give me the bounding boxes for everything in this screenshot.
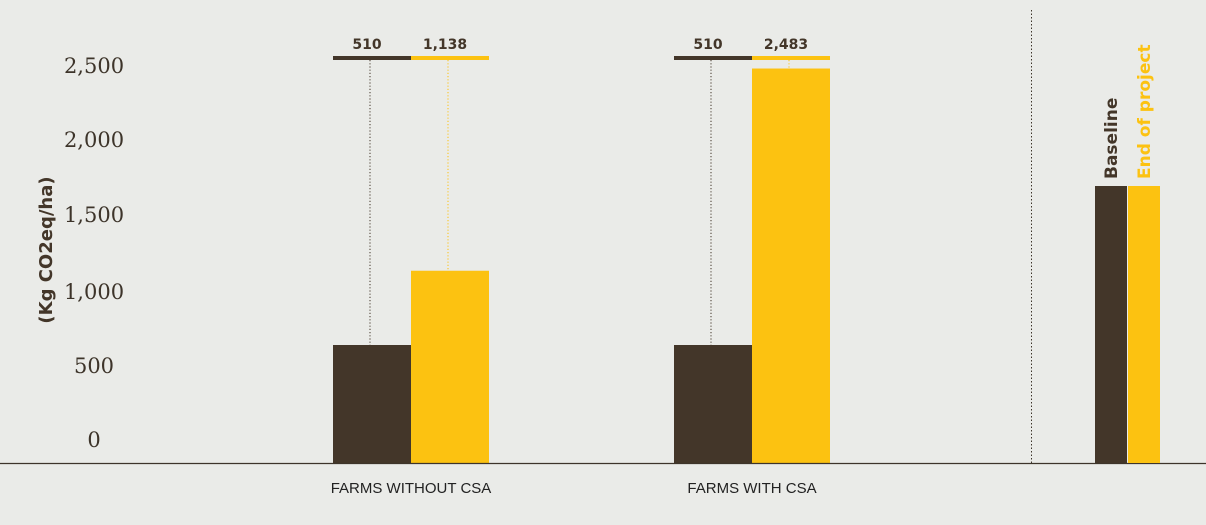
y-axis-ticks: 0 500 1,000 1,500 2,000 2,500 — [64, 54, 124, 452]
y-tick-label: 1,500 — [64, 203, 124, 227]
legend-swatch — [1095, 186, 1127, 463]
value-label: 510 — [693, 37, 722, 53]
y-axis-label: (Kg CO2eq/ha) — [36, 176, 57, 323]
bar-cap — [411, 56, 489, 60]
legend-swatch — [1128, 186, 1160, 463]
category-label: FARMS WITH CSA — [687, 480, 816, 497]
legend-label: Baseline — [1102, 98, 1122, 179]
y-tick-label: 1,000 — [64, 280, 124, 304]
value-label: 2,483 — [764, 37, 808, 53]
bar-cap — [674, 56, 752, 60]
y-tick-label: 500 — [74, 354, 114, 378]
legend-label: End of project — [1135, 44, 1155, 179]
bars: 510 1,138 510 2,483 — [333, 37, 830, 464]
value-label: 510 — [352, 37, 381, 53]
bar-cap — [752, 56, 830, 60]
category-label: FARMS WITHOUT CSA — [331, 480, 492, 497]
y-tick-label: 2,000 — [64, 128, 124, 152]
bar — [674, 345, 752, 463]
legend: Baseline End of project — [1095, 44, 1160, 463]
y-tick-label: 2,500 — [64, 54, 124, 78]
y-tick-label: 0 — [87, 428, 100, 452]
bar — [752, 68, 830, 464]
bar — [411, 270, 489, 463]
bar — [333, 345, 411, 463]
bar-cap — [333, 56, 411, 60]
category-labels: FARMS WITHOUT CSA FARMS WITH CSA — [331, 480, 817, 497]
value-label: 1,138 — [423, 37, 467, 53]
